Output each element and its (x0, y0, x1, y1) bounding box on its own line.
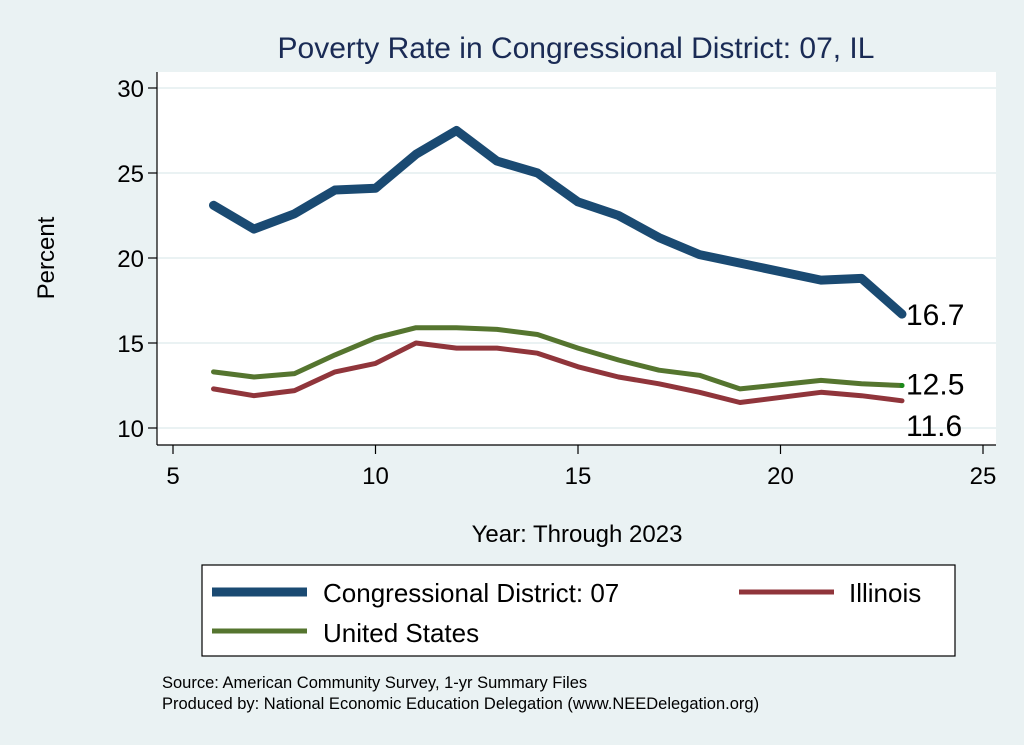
x-tick-label: 20 (767, 463, 794, 490)
y-tick-label: 30 (117, 76, 144, 103)
chart-title: Poverty Rate in Congressional District: … (278, 32, 875, 65)
y-tick-label: 20 (117, 246, 144, 273)
y-axis: 10 15 20 25 30 (117, 72, 158, 445)
legend-box (201, 564, 956, 657)
legend-label-us: United States (323, 618, 479, 648)
producer-note: Produced by: National Economic Education… (162, 695, 759, 713)
x-tick-label: 10 (362, 463, 389, 490)
y-axis-title: Percent (33, 216, 60, 299)
series-lines (209, 126, 907, 405)
x-tick-label: 5 (166, 463, 179, 490)
legend-label-district: Congressional District: 07 (323, 578, 619, 608)
y-tick-label: 10 (117, 416, 144, 443)
x-axis-title: Year: Through 2023 (472, 521, 683, 548)
source-note: Source: American Community Survey, 1-yr … (162, 674, 587, 692)
x-axis: 5 10 15 20 25 (157, 444, 997, 490)
end-labels: 16.7 11.6 12.5 (899, 299, 964, 443)
x-tick-label: 25 (970, 463, 997, 490)
legend: Congressional District: 07 Illinois Unit… (201, 564, 956, 657)
end-value-label: 11.6 (906, 410, 962, 443)
y-tick-label: 25 (117, 161, 144, 188)
y-tick-label: 15 (117, 331, 144, 358)
grid-lines (157, 87, 996, 429)
end-marker (899, 383, 905, 388)
end-value-label: 12.5 (906, 369, 964, 402)
x-tick-label: 15 (565, 463, 592, 490)
legend-label-illinois: Illinois (849, 578, 921, 608)
end-value-label: 16.7 (906, 299, 964, 332)
